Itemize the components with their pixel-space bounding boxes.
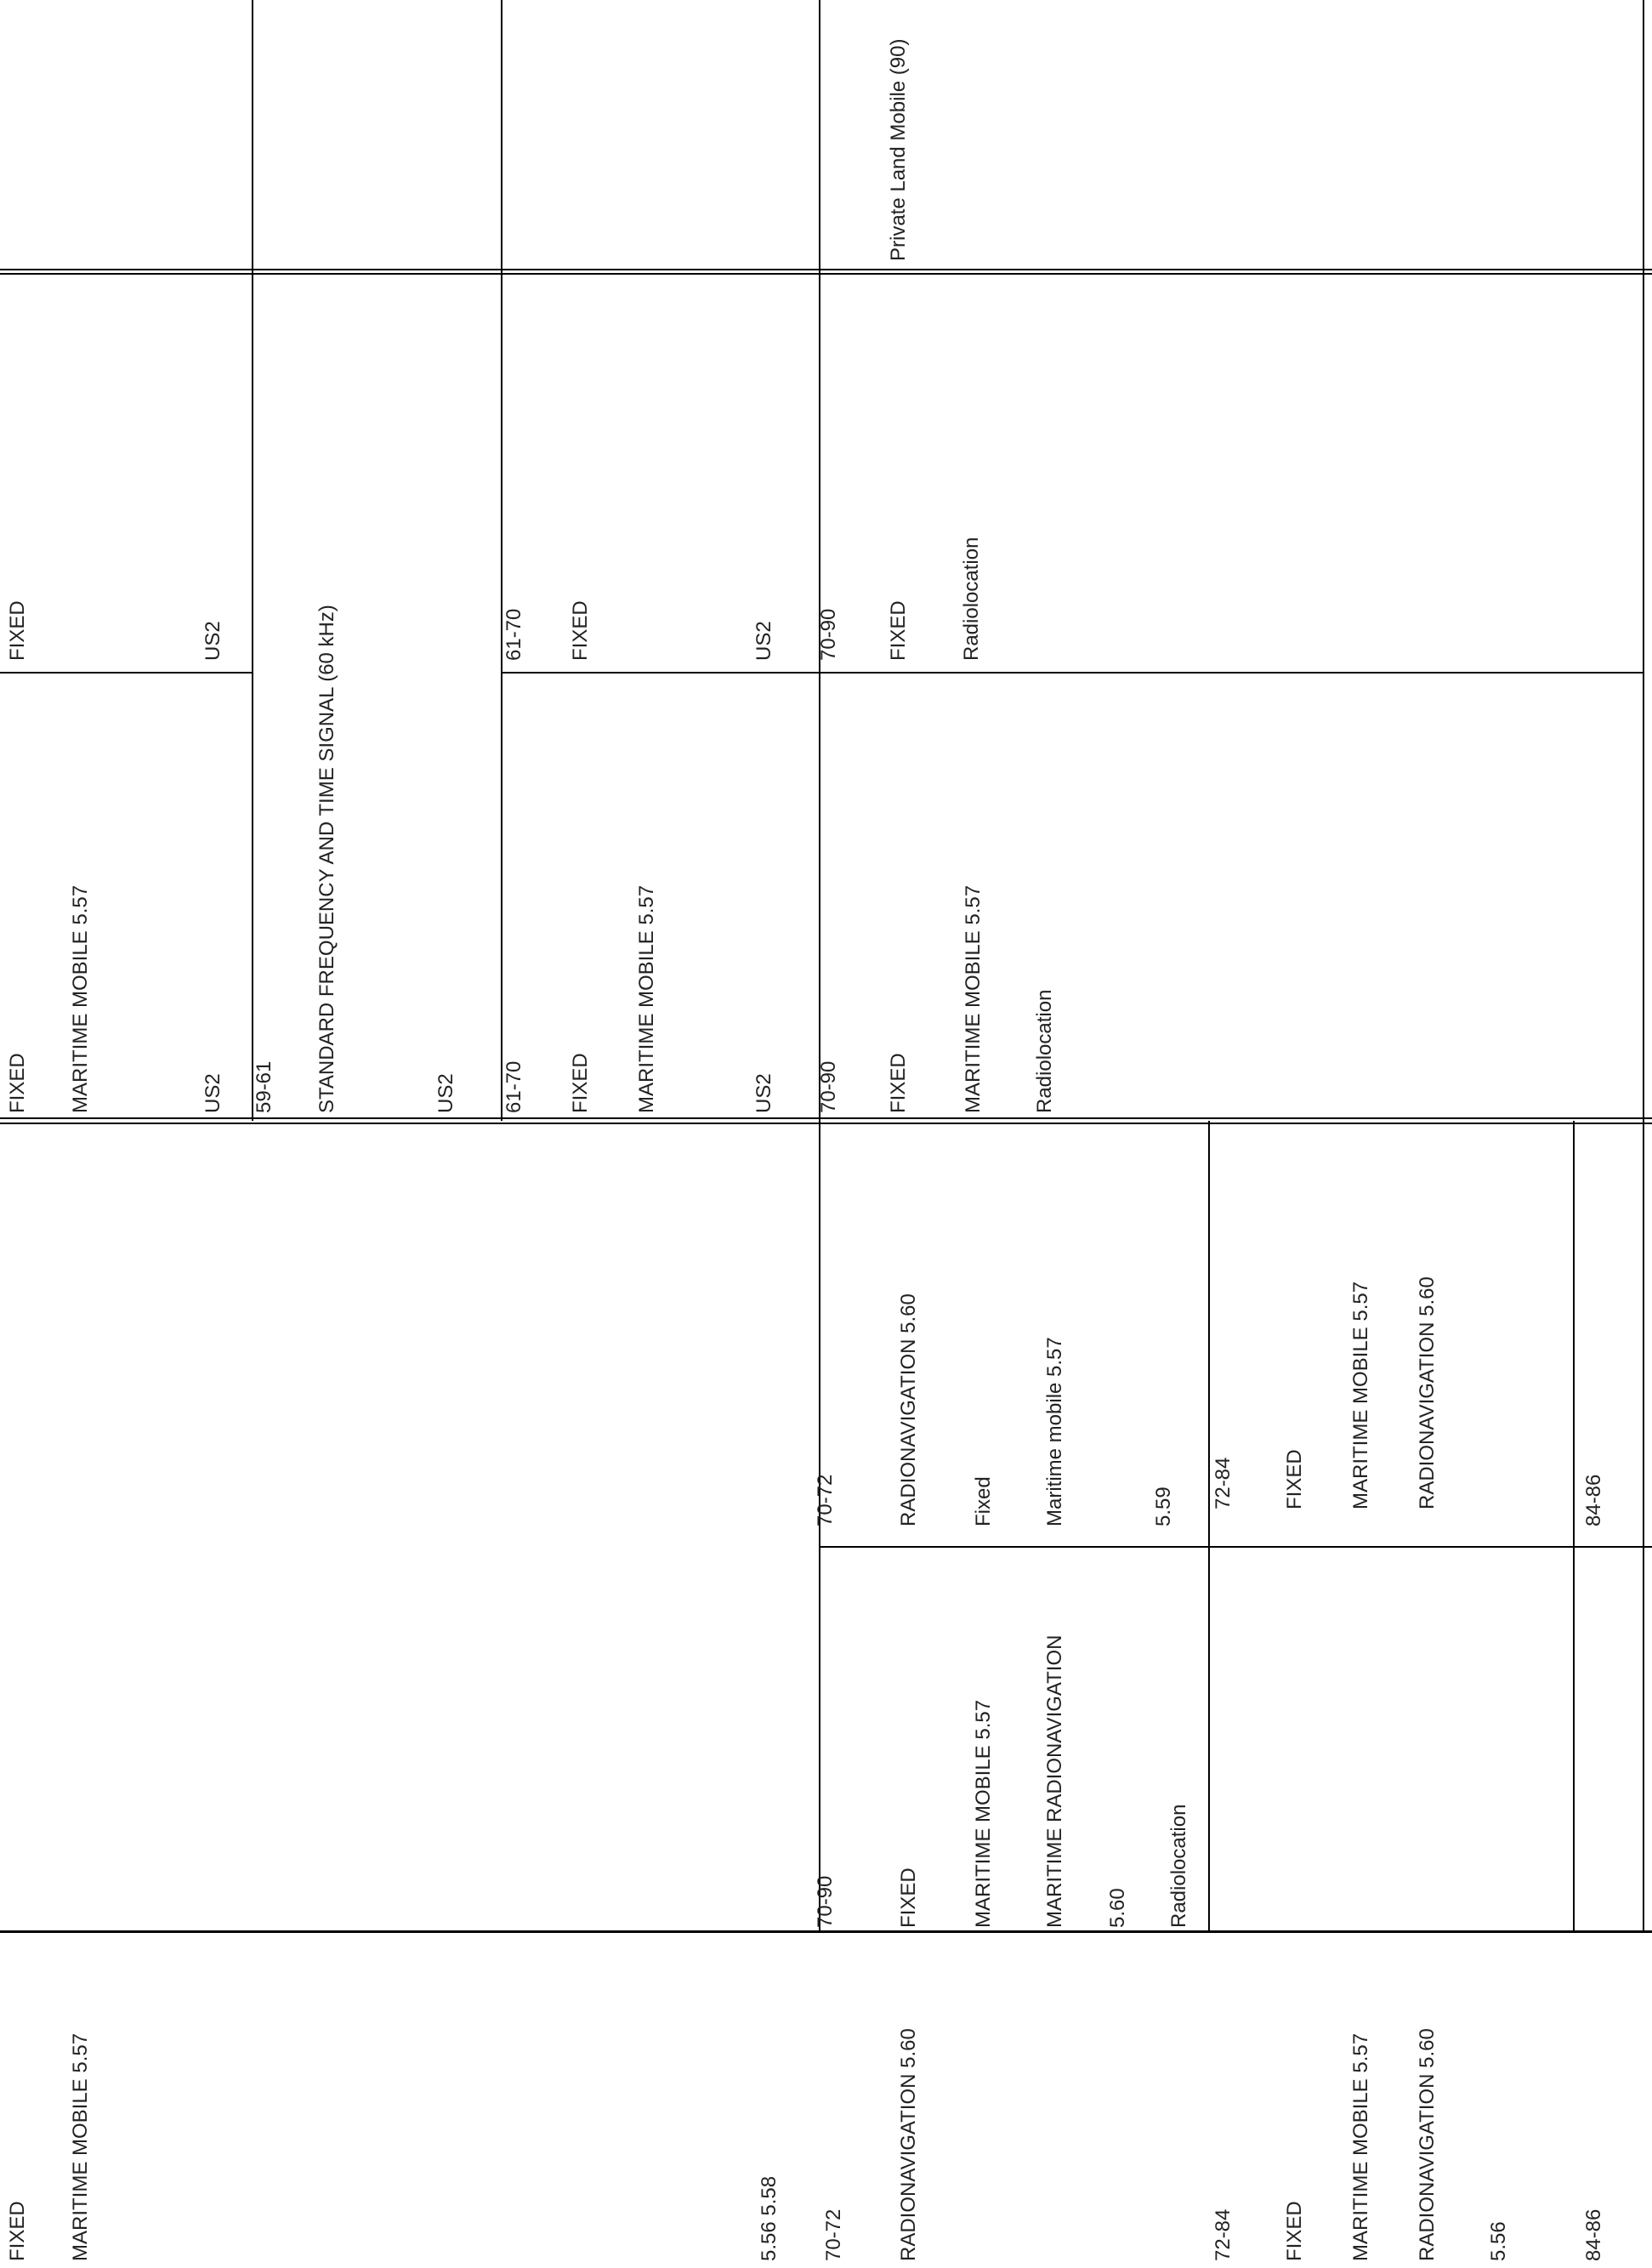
federal-footnote: US2 <box>752 1073 775 1113</box>
fcc-rule-part: Private Land Mobile (90) <box>887 39 910 261</box>
region3-column: FIXED MARITIME MOBILE 5.57 5.56 5.58 70-… <box>6 2028 1605 2261</box>
region3-range: 72-84 <box>1212 2209 1235 2261</box>
federal-footnote: US2 <box>202 1073 224 1113</box>
divider-84-band <box>1573 1121 1575 1933</box>
region3-service: MARITIME MOBILE 5.57 <box>69 2033 92 2261</box>
nonfederal-footnote: US2 <box>752 621 775 661</box>
region3-service: RADIONAVIGATION 5.60 <box>897 2028 920 2261</box>
region1-service: FIXED <box>1283 1449 1306 1509</box>
region3-range: 70-72 <box>822 2209 845 2261</box>
region1-service: MARITIME MOBILE 5.57 <box>1349 1282 1372 1509</box>
nonfed-cont-boundary <box>0 672 252 674</box>
region3-range: 84-86 <box>1582 2209 1605 2261</box>
region1-range: 72-84 <box>1212 1458 1235 1509</box>
divider-72-band <box>1208 1121 1210 1933</box>
nonfederal-service: Radiolocation <box>960 537 983 661</box>
double-rule-b <box>0 1123 1652 1124</box>
federal-service: MARITIME MOBILE 5.57 <box>962 885 985 1113</box>
federal-service: MARITIME MOBILE 5.57 <box>635 885 658 1113</box>
nonfederal-footnote: US2 <box>202 621 224 661</box>
region1-service: Fixed <box>972 1476 995 1526</box>
federal-service: MARITIME MOBILE 5.57 <box>69 885 92 1113</box>
region1-footnote: 5.59 <box>1152 1486 1175 1526</box>
region1-service: Radiolocation <box>1167 1805 1190 1928</box>
region1-service: Maritime mobile 5.57 <box>1043 1337 1066 1526</box>
federal-column: FIXED MARITIME MOBILE 5.57 US2 59-61 STA… <box>6 605 1056 1113</box>
federal-range: 59-61 <box>253 1061 275 1113</box>
federal-service: Radiolocation <box>1033 990 1056 1113</box>
divider-70-band <box>819 0 820 1933</box>
region3-bottom-boundary <box>0 1930 1652 1932</box>
region1-range: 84-86 <box>1582 1475 1605 1526</box>
region1-service: MARITIME RADIONAVIGATION <box>1043 1635 1066 1928</box>
table-grid <box>0 0 1652 1933</box>
region1-range: 70-90 <box>814 1876 837 1928</box>
divider-outer <box>1643 0 1644 1933</box>
federal-service: FIXED <box>569 1053 592 1113</box>
region1-footnote: 5.60 <box>1106 1888 1129 1928</box>
region3-service: FIXED <box>1283 2201 1306 2261</box>
region1-service: FIXED <box>897 1867 920 1928</box>
rotated-text-layer: FIXED MARITIME MOBILE 5.57 5.56 5.58 70-… <box>6 39 1605 2261</box>
nonfederal-service: FIXED <box>569 600 592 661</box>
fcc-rule-part-column: Private Land Mobile (90) <box>887 39 910 261</box>
region3-footnote: 5.56 5.58 <box>758 2176 781 2261</box>
region1-70-90-boundary <box>819 1546 1652 1548</box>
region1-service: RADIONAVIGATION 5.60 <box>897 1293 920 1526</box>
federal-service: STANDARD FREQUENCY AND TIME SIGNAL (60 k… <box>315 605 338 1113</box>
nonfederal-range: 61-70 <box>502 609 525 661</box>
region3-service: FIXED <box>6 2201 29 2261</box>
double-rule-a <box>0 1117 1652 1119</box>
federal-range: 61-70 <box>502 1061 525 1113</box>
federal-service: FIXED <box>6 1053 29 1113</box>
nonfed-61-70-boundary <box>501 672 1643 674</box>
nonfederal-service: FIXED <box>887 600 910 661</box>
region1-range: 70-72 <box>814 1475 837 1526</box>
federal-range: 70-90 <box>817 1061 840 1113</box>
double-rule-d <box>0 273 1652 275</box>
divider-federal-cont <box>252 0 253 1121</box>
region1-service: MARITIME MOBILE 5.57 <box>972 1700 995 1928</box>
double-rule-c <box>0 269 1652 270</box>
region3-service: RADIONAVIGATION 5.60 <box>1416 2028 1439 2261</box>
federal-service: FIXED <box>887 1053 910 1113</box>
region1-service: RADIONAVIGATION 5.60 <box>1416 1276 1439 1509</box>
region3-footnote: 5.56 <box>1487 2221 1510 2261</box>
region3-service: MARITIME MOBILE 5.57 <box>1349 2033 1372 2261</box>
divider-59-61 <box>501 0 502 1121</box>
nonfederal-range: 70-90 <box>817 609 840 661</box>
nonfederal-service: FIXED <box>6 600 29 661</box>
region1-column: 70-90 FIXED MARITIME MOBILE 5.57 MARITIM… <box>814 1276 1605 1928</box>
federal-footnote: US2 <box>434 1073 457 1113</box>
nonfederal-column: FIXED US2 61-70 FIXED US2 70-90 FIXED Ra… <box>6 537 983 661</box>
